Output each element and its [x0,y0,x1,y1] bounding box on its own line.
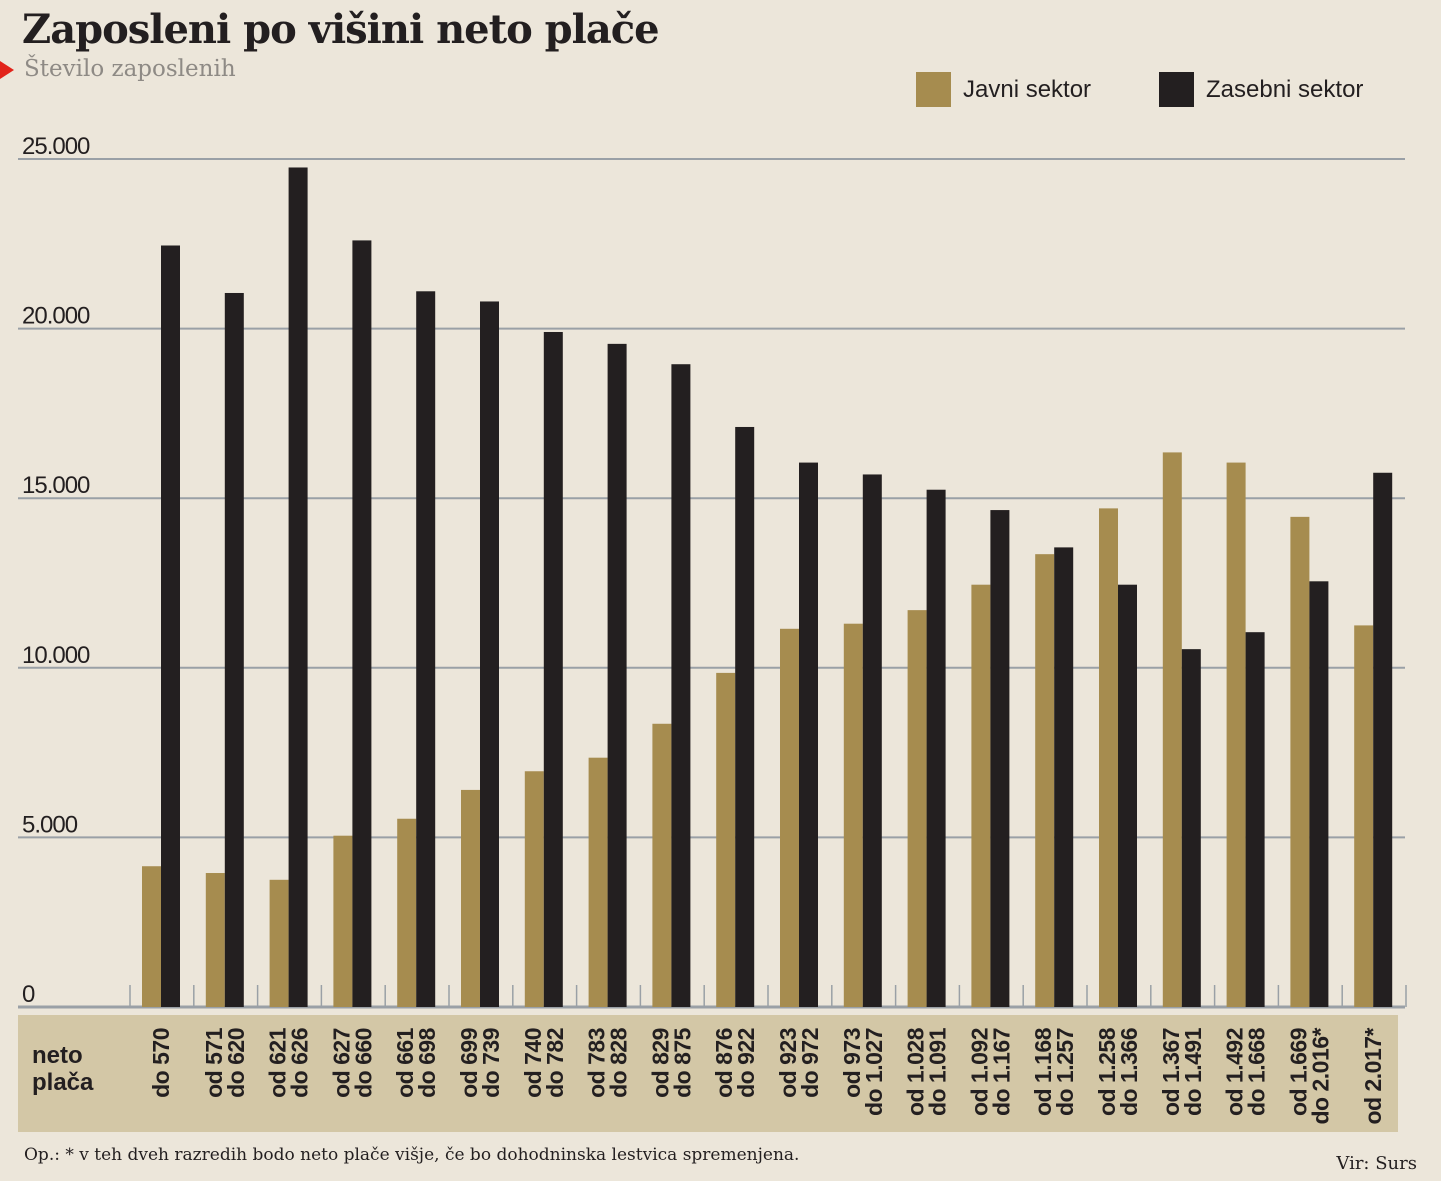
legend-label-javni: Javni sektor [963,75,1092,103]
y-tick-label: 0 [22,981,35,1008]
x-tick-label: do 1.167 [988,1028,1014,1116]
bar-zasebni-sektor [1245,632,1265,1007]
x-tick-label: od 1.669 [1285,1028,1311,1116]
bar-javni-sektor [1226,462,1246,1008]
bar-javni-sektor [1354,625,1374,1007]
bar-javni-sektor [716,672,736,1007]
x-tick-label: do 922 [733,1028,759,1098]
y-tick-label: 5.000 [22,811,78,838]
y-tick-label: 20.000 [22,303,90,330]
legend-item-zasebni: Zasebni sektor [1159,72,1363,107]
bar-zasebni-sektor [990,510,1010,1007]
bar-zasebni-sektor [543,331,563,1007]
bar-zasebni-sektor [862,474,882,1007]
x-tick-label: do 2.016* [1307,1027,1333,1124]
x-tick-label: do 626 [287,1028,313,1098]
bar-javni-sektor [461,789,480,1007]
bar-zasebni-sektor [416,291,436,1008]
bar-zasebni-sektor [926,489,946,1008]
bar-javni-sektor [269,879,289,1007]
bar-javni-sektor [843,623,863,1007]
x-tick-label: do 1.257 [1052,1028,1078,1116]
legend-swatch-javni [916,72,951,107]
x-tick-label: od 973 [839,1028,865,1098]
x-tick-label: od 740 [520,1028,546,1098]
bar-zasebni-sektor [288,167,308,1008]
bar-zasebni-sektor [224,292,244,1007]
x-tick-label: od 783 [584,1028,610,1098]
x-tick-label: od 876 [711,1028,737,1098]
bar-zasebni-sektor [1373,472,1393,1007]
x-tick-label: od 571 [201,1027,227,1098]
bar-javni-sektor [205,873,225,1007]
bar-javni-sektor [142,866,161,1007]
x-tick-label: do 739 [478,1028,504,1098]
x-tick-label: do 782 [542,1028,568,1098]
x-tick-label: od 661 [392,1027,418,1098]
bar-zasebni-sektor [1118,584,1137,1007]
bar-zasebni-sektor [671,364,691,1007]
bar-javni-sektor [524,771,544,1007]
x-tick-label: od 1.168 [1030,1027,1056,1116]
x-tick-label: od 627 [328,1028,354,1098]
x-tick-label: do 875 [669,1027,695,1098]
x-tick-label: do 1.027 [861,1028,887,1116]
bar-javni-sektor [588,757,608,1007]
chart-title: Zaposleni po višini neto plače [22,6,660,53]
bar-javni-sektor [1162,452,1182,1008]
bar-javni-sektor [780,628,799,1007]
x-tick-label: do 1.091 [925,1027,951,1116]
bar-javni-sektor [652,723,672,1007]
legend-swatch-zasebni [1159,72,1194,107]
bar-zasebni-sektor [799,462,818,1008]
chart-subtitle: Število zaposlenih [24,56,236,82]
x-tick-label: do 698 [414,1027,440,1098]
x-tick-label: od 1.492 [1222,1028,1248,1116]
x-tick-label: do 570 [148,1028,174,1098]
legend-item-javni: Javni sektor [916,72,1091,107]
x-tick-label: do 1.668 [1244,1027,1270,1116]
x-tick-label: od 1.028 [903,1027,929,1116]
x-tick-label: do 1.491 [1180,1027,1206,1116]
y-tick-label: 10.000 [22,642,90,669]
bar-javni-sektor [333,835,353,1007]
legend-label-zasebni: Zasebni sektor [1206,75,1364,103]
bar-zasebni-sektor [1309,581,1329,1007]
bar-zasebni-sektor [352,240,372,1007]
bar-zasebni-sektor [480,301,499,1007]
x-tick-label: do 828 [606,1027,632,1098]
bar-zasebni-sektor [735,426,755,1007]
x-tick-label: od 621 [265,1027,291,1098]
bar-javni-sektor [1035,554,1055,1007]
x-tick-label: do 620 [223,1028,249,1098]
category-band [18,1015,1398,1132]
x-tick-label: do 1.366 [1116,1028,1142,1116]
subtitle-marker-icon [0,61,14,79]
x-tick-label: od 1.092 [966,1028,992,1116]
bar-javni-sektor [397,818,417,1007]
footnote: Op.: * v teh dveh razredih bodo neto pla… [24,1145,800,1165]
bar-javni-sektor [971,584,991,1007]
y-tick-label: 25.000 [22,133,90,160]
x-tick-label: do 660 [350,1028,376,1098]
x-tick-label: od 2.017* [1360,1027,1386,1124]
y-tick-label: 15.000 [22,472,90,499]
bar-zasebni-sektor [1054,547,1074,1007]
bar-javni-sektor [907,610,927,1007]
x-tick-label: od 923 [775,1028,801,1098]
x-tick-label: od 1.258 [1094,1027,1120,1116]
x-tick-label: do 972 [797,1028,823,1098]
x-axis-label: neto [32,1042,83,1069]
source: Vir: Surs [1336,1153,1417,1174]
x-tick-label: od 1.367 [1158,1028,1184,1116]
bar-zasebni-sektor [161,245,180,1008]
x-axis-label: plača [32,1069,94,1096]
x-tick-label: od 699 [456,1028,482,1098]
bar-javni-sektor [1290,516,1310,1007]
bar-javni-sektor [1099,508,1118,1007]
x-tick-label: od 829 [647,1028,673,1098]
bar-zasebni-sektor [1181,649,1201,1007]
bar-zasebni-sektor [607,343,627,1007]
